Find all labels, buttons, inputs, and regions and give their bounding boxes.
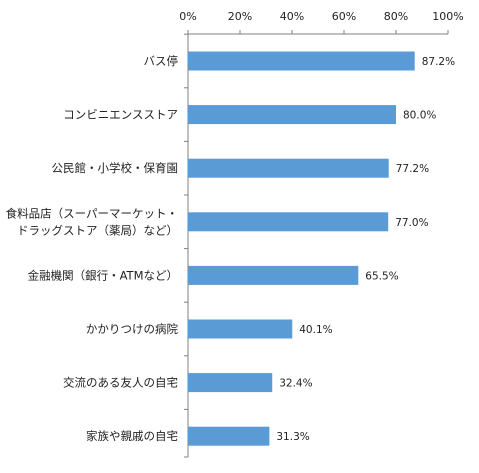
category-label: 食料品店（スーパーマーケット・ <box>6 206 178 220</box>
category-label: ドラッグストア（薬局）など） <box>17 223 178 237</box>
bar <box>188 265 359 285</box>
data-label: 65.5% <box>365 270 398 282</box>
bar <box>188 105 396 125</box>
bar <box>188 426 270 446</box>
data-label: 32.4% <box>279 378 312 390</box>
category-label: 家族や親戚の自宅 <box>86 429 178 443</box>
category-label: かかりつけの病院 <box>86 322 179 336</box>
x-tick-label: 0% <box>179 10 196 23</box>
bar <box>188 319 293 339</box>
data-label: 77.0% <box>395 217 428 229</box>
x-tick-label: 100% <box>432 10 463 23</box>
x-tick-label: 20% <box>228 10 252 23</box>
category-label: 交流のある友人の自宅 <box>63 376 178 390</box>
category-label: コンビニエンスストア <box>63 108 178 122</box>
category-label: バス停 <box>144 54 179 68</box>
data-label: 31.3% <box>276 431 309 443</box>
bar <box>188 158 389 178</box>
bar <box>188 51 415 71</box>
data-label: 77.2% <box>396 163 429 175</box>
data-label: 40.1% <box>299 324 332 336</box>
x-tick-label: 80% <box>384 10 408 23</box>
data-label: 80.0% <box>403 110 436 122</box>
category-label: 金融機関（銀行・ATMなど） <box>28 268 178 282</box>
bar <box>188 212 389 232</box>
data-label: 87.2% <box>422 56 455 68</box>
x-tick-label: 40% <box>280 10 304 23</box>
x-tick-label: 60% <box>332 10 356 23</box>
category-label: 公民館・小学校・保育園 <box>52 161 179 175</box>
bar <box>188 373 273 393</box>
